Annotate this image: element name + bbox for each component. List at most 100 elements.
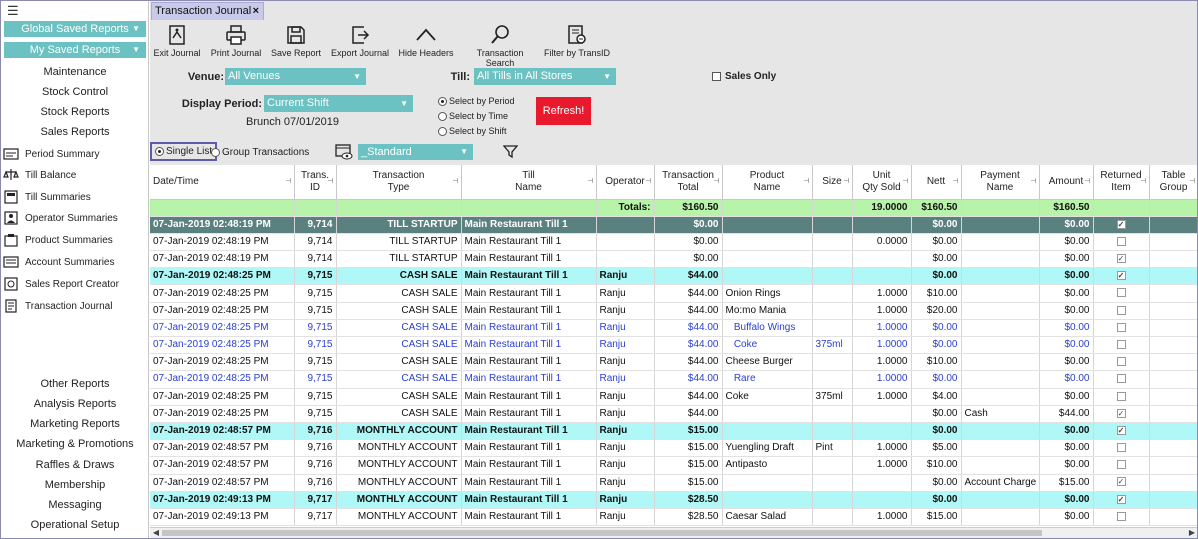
- horizontal-scrollbar[interactable]: ◀ ▶: [150, 527, 1197, 538]
- table-row[interactable]: 07-Jan-2019 02:48:25 PM 9,715 CASH SALE Mai…: [150, 302, 1197, 320]
- refresh-button[interactable]: Refresh!: [536, 97, 591, 125]
- column-header[interactable]: Unit Qty Sold ⊣: [852, 165, 912, 200]
- pin-column-icon[interactable]: ⊣: [1084, 178, 1091, 185]
- sidebar-item-account-summaries[interactable]: Account Summaries: [3, 253, 147, 271]
- pin-column-icon[interactable]: ⊣: [1140, 178, 1147, 185]
- print-journal-button[interactable]: Print Journal: [208, 24, 264, 64]
- column-header[interactable]: Payment Name ⊣: [961, 165, 1040, 200]
- sidebar-item-operator-summaries[interactable]: Operator Summaries: [3, 209, 147, 227]
- pin-column-icon[interactable]: ⊣: [645, 178, 652, 185]
- returned-item-checkbox[interactable]: [1116, 374, 1126, 384]
- column-header[interactable]: Amount ⊣: [1039, 165, 1094, 200]
- column-header[interactable]: Table Group ⊣: [1149, 165, 1197, 200]
- scrollbar-thumb[interactable]: [162, 530, 1042, 536]
- returned-item-checkbox[interactable]: [1116, 408, 1126, 418]
- pin-column-icon[interactable]: ⊣: [587, 178, 594, 185]
- column-header[interactable]: Product Name ⊣: [722, 165, 813, 200]
- my-saved-reports-dropdown[interactable]: My Saved Reports ▼: [4, 42, 146, 58]
- transaction-search-button[interactable]: Transaction Search: [462, 24, 538, 68]
- column-header[interactable]: Date/Time ⊣: [150, 165, 295, 200]
- pin-column-icon[interactable]: ⊣: [327, 178, 334, 185]
- export-journal-button[interactable]: Export Journal: [330, 24, 390, 64]
- pin-column-icon[interactable]: ⊣: [803, 178, 810, 185]
- sidebar-item-sales-report-creator[interactable]: Sales Report Creator: [3, 275, 147, 293]
- returned-item-checkbox[interactable]: [1116, 236, 1126, 246]
- pin-column-icon[interactable]: ⊣: [452, 178, 459, 185]
- select-by-shift-radio[interactable]: Select by Shift: [438, 126, 507, 136]
- pin-column-icon[interactable]: ⊣: [1030, 178, 1037, 185]
- table-row[interactable]: 07-Jan-2019 02:48:19 PM 9,714 TILL STARTUP…: [150, 250, 1197, 269]
- column-header[interactable]: Trans. ID ⊣: [294, 165, 337, 200]
- returned-item-checkbox[interactable]: [1116, 357, 1126, 367]
- single-list-radio[interactable]: Single List: [150, 142, 218, 161]
- sidebar-item-till-balance[interactable]: Till Balance: [3, 166, 147, 184]
- returned-item-checkbox[interactable]: [1116, 425, 1126, 435]
- column-header[interactable]: Operator ⊣: [596, 165, 655, 200]
- filter-by-transid-button[interactable]: Filter by TransID: [544, 24, 610, 64]
- returned-item-checkbox[interactable]: [1116, 494, 1126, 504]
- exit-journal-button[interactable]: Exit Journal: [153, 24, 201, 64]
- sidebar-link-raffles-draws[interactable]: Raffles & Draws: [35, 459, 115, 471]
- sidebar-link-analysis-reports[interactable]: Analysis Reports: [33, 398, 117, 410]
- pin-column-icon[interactable]: ⊣: [285, 178, 292, 185]
- sidebar-link-marketing-reports[interactable]: Marketing Reports: [30, 418, 120, 430]
- column-header[interactable]: Till Name ⊣: [461, 165, 597, 200]
- returned-item-checkbox[interactable]: [1116, 477, 1126, 487]
- sidebar-item-till-summaries[interactable]: Till Summaries: [3, 188, 147, 206]
- table-row[interactable]: 07-Jan-2019 02:48:25 PM 9,715 CASH SALE Mai…: [150, 405, 1197, 423]
- table-row[interactable]: 07-Jan-2019 02:48:25 PM 9,715 CASH SALE Mai…: [150, 370, 1197, 389]
- select-by-time-radio[interactable]: Select by Time: [438, 111, 508, 121]
- column-header[interactable]: Returned Item ⊣: [1093, 165, 1150, 200]
- sidebar-link-maintenance[interactable]: Maintenance: [43, 66, 107, 78]
- table-row[interactable]: 07-Jan-2019 02:48:19 PM 9,714 TILL STARTUP…: [150, 216, 1197, 234]
- pin-column-icon[interactable]: ⊣: [713, 178, 720, 185]
- returned-item-checkbox[interactable]: [1116, 443, 1126, 453]
- table-row[interactable]: 07-Jan-2019 02:48:19 PM 9,714 TILL STARTUP…: [150, 233, 1197, 252]
- display-period-dropdown[interactable]: Current Shift ▼: [264, 95, 413, 112]
- table-row[interactable]: 07-Jan-2019 02:48:25 PM 9,715 CASH SALE Mai…: [150, 284, 1197, 303]
- select-by-period-radio[interactable]: Select by Period: [438, 96, 515, 106]
- returned-item-checkbox[interactable]: [1116, 254, 1126, 264]
- column-header[interactable]: Size ⊣: [812, 165, 853, 200]
- layout-dropdown[interactable]: _Standard ▼: [358, 144, 473, 160]
- sidebar-link-stock-reports[interactable]: Stock Reports: [40, 106, 110, 118]
- save-report-button[interactable]: Save Report: [270, 24, 322, 64]
- sidebar-link-marketing-promotions[interactable]: Marketing & Promotions: [16, 438, 134, 450]
- scroll-right-icon[interactable]: ▶: [1188, 528, 1196, 537]
- table-row[interactable]: 07-Jan-2019 02:48:25 PM 9,715 CASH SALE Mai…: [150, 319, 1197, 338]
- table-row[interactable]: 07-Jan-2019 02:48:25 PM 9,715 CASH SALE Mai…: [150, 388, 1197, 406]
- column-header[interactable]: Transaction Type ⊣: [336, 165, 462, 200]
- table-row[interactable]: 07-Jan-2019 02:49:13 PM 9,717 MONTHLY ACCO…: [150, 491, 1197, 509]
- table-row[interactable]: 07-Jan-2019 02:48:25 PM 9,715 CASH SALE Mai…: [150, 267, 1197, 286]
- sidebar-link-membership[interactable]: Membership: [44, 479, 106, 491]
- venue-dropdown[interactable]: All Venues ▼: [225, 68, 366, 85]
- scroll-left-icon[interactable]: ◀: [152, 528, 160, 537]
- table-row[interactable]: 07-Jan-2019 02:48:57 PM 9,716 MONTHLY ACCO…: [150, 422, 1197, 441]
- till-dropdown[interactable]: All Tills in All Stores ▼: [474, 68, 616, 85]
- returned-item-checkbox[interactable]: [1116, 511, 1126, 521]
- table-row[interactable]: 07-Jan-2019 02:48:57 PM 9,716 MONTHLY ACCO…: [150, 474, 1197, 492]
- sidebar-link-other-reports[interactable]: Other Reports: [40, 378, 110, 390]
- column-header[interactable]: Nett ⊣: [911, 165, 962, 200]
- pin-column-icon[interactable]: ⊣: [952, 178, 959, 185]
- sales-only-checkbox[interactable]: Sales Only: [712, 71, 776, 82]
- layout-view-icon[interactable]: [335, 144, 353, 160]
- returned-item-checkbox[interactable]: [1116, 271, 1126, 281]
- table-row[interactable]: 07-Jan-2019 02:48:57 PM 9,716 MONTHLY ACCO…: [150, 456, 1197, 475]
- table-row[interactable]: 07-Jan-2019 02:48:25 PM 9,715 CASH SALE Mai…: [150, 353, 1197, 372]
- pin-column-icon[interactable]: ⊣: [1189, 178, 1196, 185]
- returned-item-checkbox[interactable]: [1116, 391, 1126, 401]
- sidebar-item-transaction-journal[interactable]: Transaction Journal: [3, 297, 147, 315]
- returned-item-checkbox[interactable]: [1116, 219, 1126, 229]
- hamburger-icon[interactable]: ☰: [7, 3, 19, 18]
- returned-item-checkbox[interactable]: [1116, 460, 1126, 470]
- table-row[interactable]: 07-Jan-2019 02:48:57 PM 9,716 MONTHLY ACCO…: [150, 439, 1197, 458]
- pin-column-icon[interactable]: ⊣: [843, 178, 850, 185]
- returned-item-checkbox[interactable]: [1116, 305, 1126, 315]
- sidebar-link-stock-control[interactable]: Stock Control: [41, 86, 109, 98]
- global-saved-reports-dropdown[interactable]: Global Saved Reports ▼: [4, 21, 146, 37]
- sidebar-link-sales-reports[interactable]: Sales Reports: [40, 126, 110, 138]
- pin-column-icon[interactable]: ⊣: [902, 178, 909, 185]
- returned-item-checkbox[interactable]: [1116, 288, 1126, 298]
- close-icon[interactable]: ×: [252, 5, 259, 17]
